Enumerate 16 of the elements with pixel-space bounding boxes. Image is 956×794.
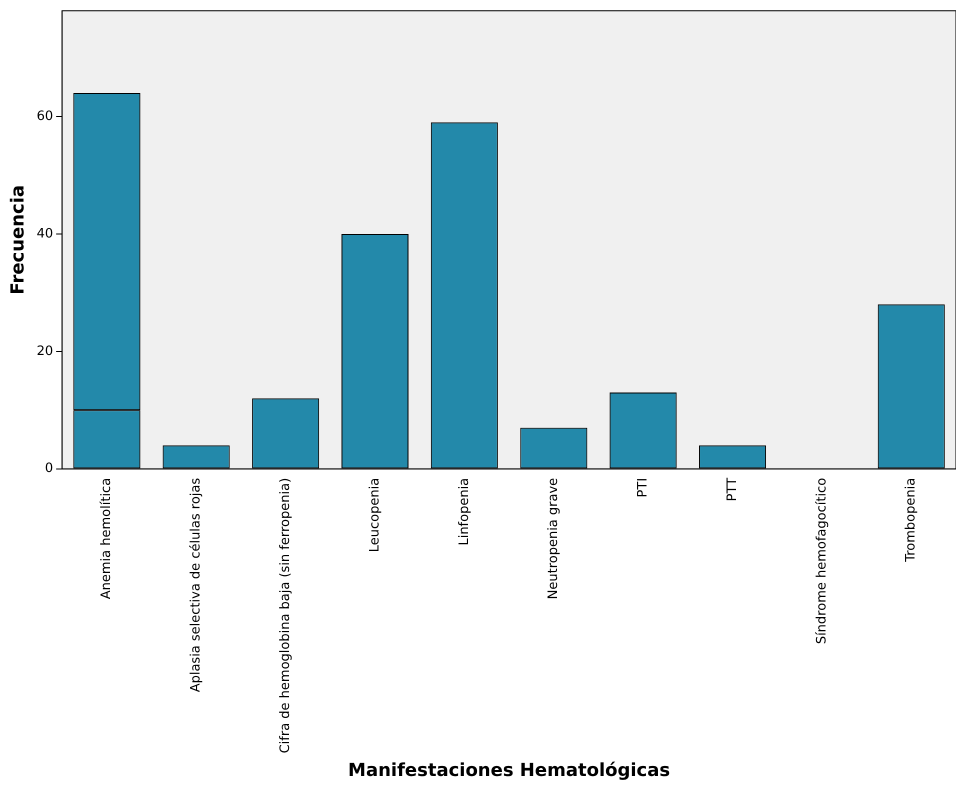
y-tick-label: 20	[36, 344, 54, 359]
y-tick-label: 60	[36, 108, 54, 124]
x-axis-title: Manifestaciones Hematológicas	[348, 760, 670, 781]
y-tick-label: 40	[36, 226, 54, 242]
y-axis-title: Frecuencia	[7, 184, 28, 295]
x-tick-label: Leucopenia	[367, 478, 382, 552]
x-tick-label: Trombopenia	[904, 478, 919, 563]
x-tick-label: Cifra de hemoglobina baja (sin ferropenia)	[278, 478, 293, 754]
x-tick-label: PTT	[724, 478, 740, 502]
x-tick-label: PTI	[636, 478, 651, 498]
y-tick-label: 0	[44, 461, 54, 476]
x-tick-label: Aplasia selectiva de células rojas	[188, 478, 204, 692]
x-tick-label: Linfopenia	[456, 478, 472, 546]
x-tick-label: Neutropenia grave	[546, 478, 562, 600]
x-tick-label: Síndrome hemofagocítico	[814, 478, 830, 644]
x-tick-label: Anemia hemolítica	[99, 478, 114, 600]
